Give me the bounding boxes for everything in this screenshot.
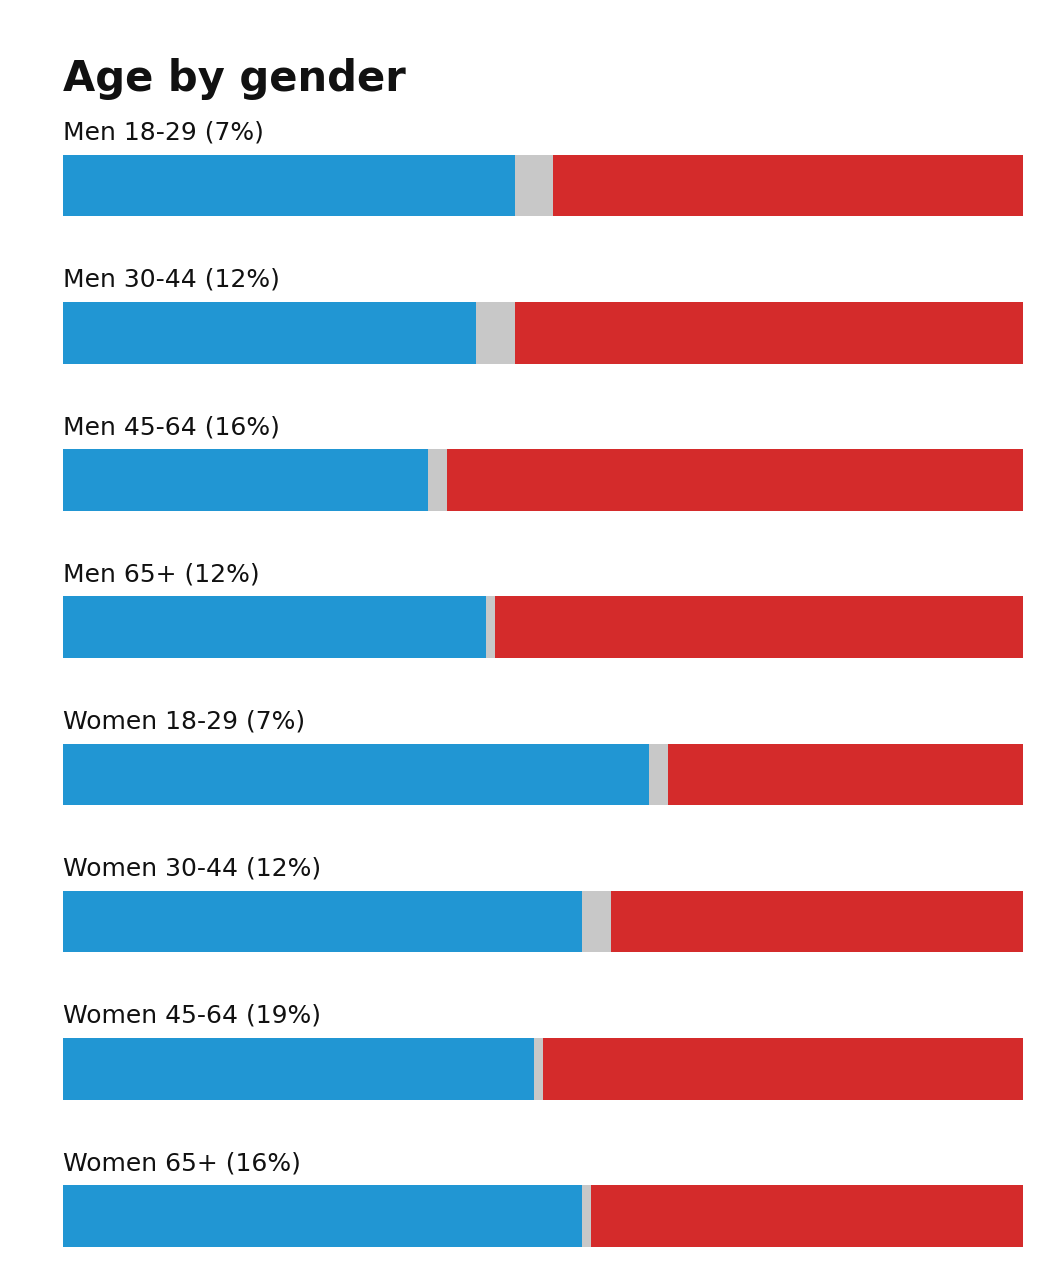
Text: 49%: 49%: [79, 1055, 149, 1083]
Text: Age by gender: Age by gender: [63, 58, 406, 100]
Text: 54%: 54%: [79, 908, 149, 936]
Text: 60%: 60%: [938, 466, 1008, 494]
Text: 54%: 54%: [79, 1202, 149, 1230]
Text: 50%: 50%: [938, 1055, 1008, 1083]
Text: 45%: 45%: [938, 1202, 1008, 1230]
Text: Women 65+ (16%): Women 65+ (16%): [63, 1151, 301, 1175]
Text: 43%: 43%: [79, 319, 149, 347]
Text: 53%: 53%: [938, 319, 1008, 347]
Text: Men 30-44 (12%): Men 30-44 (12%): [63, 268, 281, 292]
Text: 37%: 37%: [938, 760, 1008, 788]
Text: 38%: 38%: [79, 466, 149, 494]
Text: Men 45-64 (16%): Men 45-64 (16%): [63, 415, 281, 439]
Text: 49%: 49%: [938, 172, 1008, 200]
Text: Men 18-29 (7%): Men 18-29 (7%): [63, 120, 264, 145]
Text: Women 45-64 (19%): Women 45-64 (19%): [63, 1004, 322, 1028]
Text: Women 18-29 (7%): Women 18-29 (7%): [63, 709, 306, 733]
Text: 47%: 47%: [79, 172, 149, 200]
Text: Men 65+ (12%): Men 65+ (12%): [63, 562, 260, 586]
Text: 61%: 61%: [79, 760, 149, 788]
Text: 44%: 44%: [79, 613, 149, 641]
Text: 55%: 55%: [938, 613, 1008, 641]
Text: 43%: 43%: [938, 908, 1008, 936]
Text: Women 30-44 (12%): Women 30-44 (12%): [63, 856, 322, 881]
